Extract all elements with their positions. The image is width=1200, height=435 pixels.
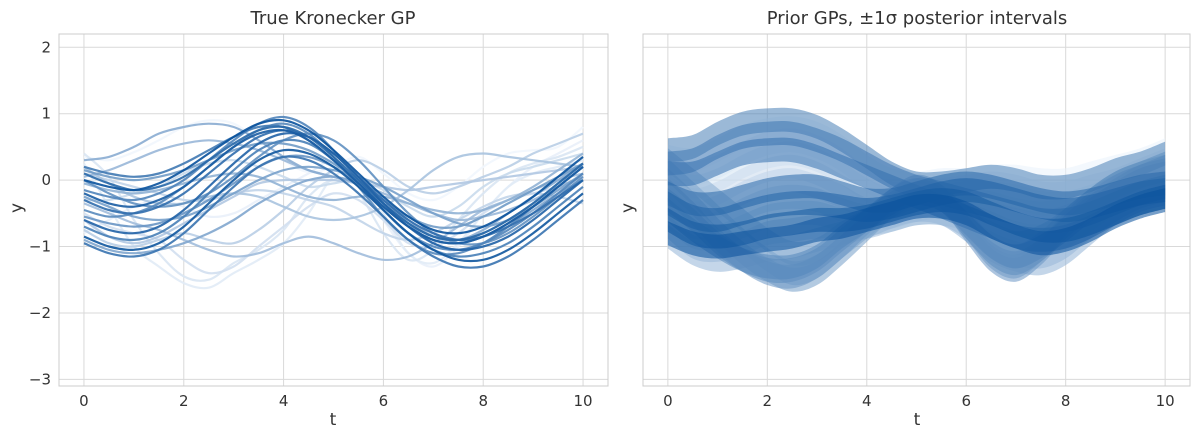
series-line — [83, 155, 584, 269]
x-tick-label: 0 — [79, 392, 89, 410]
series-line — [83, 148, 584, 263]
plot-frame — [642, 33, 1191, 387]
y-tick-label: 1 — [41, 105, 51, 123]
series-line — [83, 132, 584, 252]
x-tick-labels: 0 2 4 6 8 10 — [663, 392, 1175, 410]
y-tick-labels: −3 −2 −1 0 1 2 — [29, 38, 51, 388]
x-tick-label: 0 — [663, 392, 673, 410]
plot-frame — [58, 33, 609, 387]
x-tick-label: 8 — [1061, 392, 1071, 410]
x-axis-label: t — [330, 410, 337, 430]
plot-area — [83, 115, 584, 290]
chart-title: True Kronecker GP — [250, 8, 416, 29]
y-axis-label: y — [618, 203, 638, 213]
posterior-band — [667, 121, 1166, 233]
x-tick-label: 10 — [1156, 392, 1175, 410]
x-tick-label: 4 — [862, 392, 872, 410]
series-line — [83, 132, 584, 246]
x-tick-label: 8 — [478, 392, 488, 410]
x-tick-label: 10 — [573, 392, 592, 410]
x-tick-label: 2 — [179, 392, 189, 410]
x-tick-label: 6 — [961, 392, 971, 410]
series-line — [83, 128, 584, 245]
x-tick-labels: 0 2 4 6 8 10 — [79, 392, 592, 410]
panel-prior-gps: Prior GPs, ±1σ posterior intervals t y 0… — [618, 8, 1191, 430]
series-line — [83, 165, 584, 245]
y-tick-label: −2 — [29, 304, 51, 322]
posterior-band — [667, 188, 1166, 259]
plot-area — [667, 107, 1166, 292]
x-tick-label: 2 — [763, 392, 773, 410]
y-tick-label: 0 — [41, 171, 51, 189]
x-axis-label: t — [914, 410, 921, 430]
series-line — [83, 125, 584, 242]
series-line — [83, 152, 584, 215]
y-axis-label: y — [7, 203, 27, 213]
x-tick-label: 6 — [379, 392, 389, 410]
chart-title: Prior GPs, ±1σ posterior intervals — [767, 8, 1068, 29]
x-tick-label: 4 — [279, 392, 289, 410]
y-tick-label: −3 — [29, 370, 51, 388]
series-line — [83, 118, 584, 235]
y-tick-label: 2 — [41, 38, 51, 56]
y-tick-label: −1 — [29, 238, 51, 256]
series-line — [83, 165, 584, 228]
series-line — [83, 172, 584, 242]
panel-true-kronecker-gp: True Kronecker GP t y 0 2 4 6 8 10 −3 −2 −1 0 1 2 — [7, 8, 609, 430]
series-line — [83, 141, 584, 229]
